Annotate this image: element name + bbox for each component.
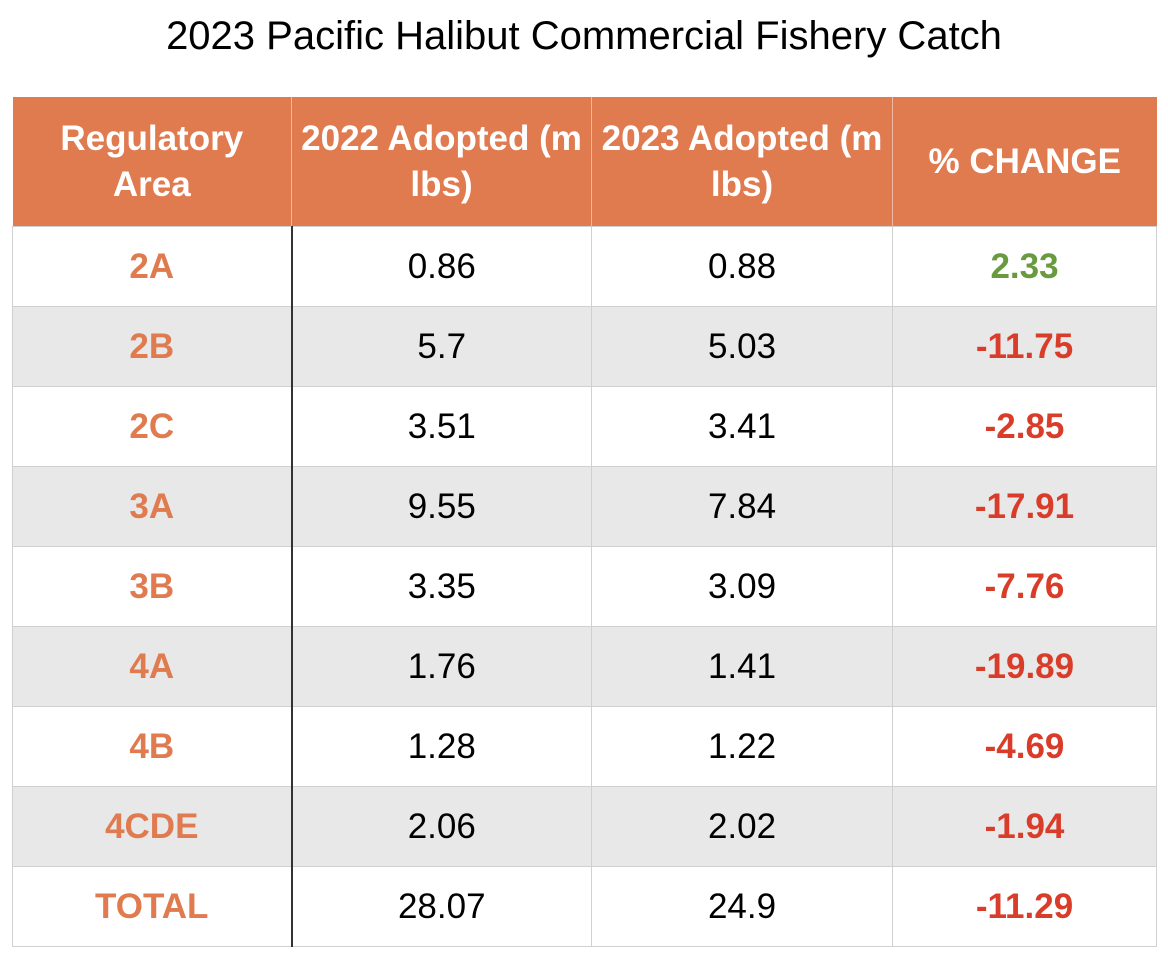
area-cell: 2B xyxy=(12,306,293,387)
value-cell: 3.51 xyxy=(291,386,592,467)
table-body: 2A 0.86 0.88 2.33 2B 5.7 5.03 -11.75 2C 3.51 3.41-… xyxy=(12,226,1157,947)
value-cell: 5.7 xyxy=(291,306,592,387)
data-table: Regulatory Area 2022 Adopted (m lbs) 2023 … xyxy=(12,97,1157,947)
area-cell: 4CDE xyxy=(12,786,293,867)
value-cell: 1.76 xyxy=(291,626,592,707)
area-cell: 4A xyxy=(12,626,293,707)
header-row: Regulatory Area 2022 Adopted (m lbs) 2023 … xyxy=(12,97,1157,227)
table-row: 3B 3.35 3.09 -7.76 xyxy=(12,546,1157,627)
table-row: 2B 5.7 5.03 -11.75 xyxy=(12,306,1157,387)
change-cell: -17.91 xyxy=(892,466,1157,547)
value-cell: 24.9 xyxy=(591,866,893,947)
value-cell: 0.86 xyxy=(291,226,592,307)
change-cell: 2.33 xyxy=(892,226,1157,307)
table-row: 2C 3.51 3.41 -2.85 xyxy=(12,386,1157,467)
value-cell: 1.41 xyxy=(591,626,893,707)
table-row: 3A 9.55 7.84 -17.91 xyxy=(12,466,1157,547)
value-cell: 28.07 xyxy=(291,866,592,947)
table-row: TOTAL 28.07 24.9 -11.29 xyxy=(12,866,1157,947)
area-cell: 2A xyxy=(12,226,293,307)
value-cell: 5.03 xyxy=(591,306,893,387)
value-cell: 2.06 xyxy=(291,786,592,867)
header-cell: 2023 Adopted (m lbs) xyxy=(591,97,893,227)
value-cell: 3.35 xyxy=(291,546,592,627)
value-cell: 7.84 xyxy=(591,466,893,547)
table-row: 4A 1.76 1.41 -19.89 xyxy=(12,626,1157,707)
area-cell: TOTAL xyxy=(12,866,293,947)
header-cell: % CHANGE xyxy=(892,97,1157,227)
table-row: 4CDE 2.06 2.02 -1.94 xyxy=(12,786,1157,867)
change-cell: -11.75 xyxy=(892,306,1157,387)
area-cell: 3B xyxy=(12,546,293,627)
value-cell: 0.88 xyxy=(591,226,893,307)
area-cell: 2C xyxy=(12,386,293,467)
value-cell: 2.02 xyxy=(591,786,893,867)
value-cell: 9.55 xyxy=(291,466,592,547)
value-cell: 3.09 xyxy=(591,546,893,627)
header-cell: 2022 Adopted (m lbs) xyxy=(291,97,592,227)
change-cell: -19.89 xyxy=(892,626,1157,707)
value-cell: 1.28 xyxy=(291,706,592,787)
change-cell: -11.29 xyxy=(892,866,1157,947)
change-cell: -2.85 xyxy=(892,386,1157,467)
value-cell: 3.41 xyxy=(591,386,893,467)
value-cell: 1.22 xyxy=(591,706,893,787)
title: 2023 Pacific Halibut Commercial Fishery … xyxy=(166,14,1002,58)
change-cell: -4.69 xyxy=(892,706,1157,787)
area-cell: 4B xyxy=(12,706,293,787)
table-row: 2A 0.86 0.88 2.33 xyxy=(12,226,1157,307)
header-cell: Regulatory Area xyxy=(12,97,292,227)
change-cell: -7.76 xyxy=(892,546,1157,627)
area-cell: 3A xyxy=(12,466,293,547)
table-row: 4B 1.28 1.22 -4.69 xyxy=(12,706,1157,787)
change-cell: -1.94 xyxy=(892,786,1157,867)
